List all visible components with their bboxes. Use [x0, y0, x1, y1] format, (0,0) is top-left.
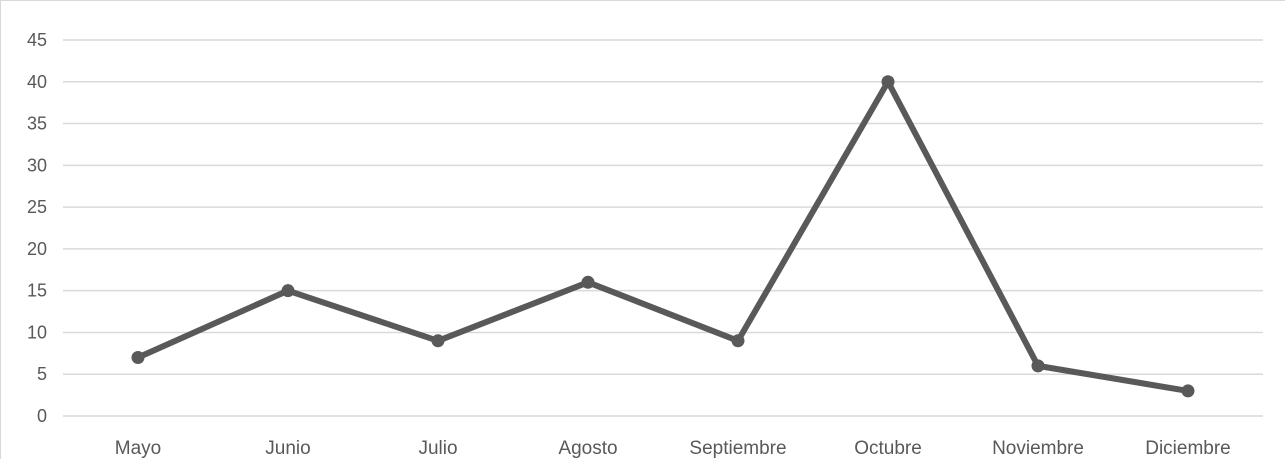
x-tick-label: Noviembre — [992, 438, 1084, 459]
data-point — [431, 334, 445, 348]
x-tick-label: Junio — [265, 438, 310, 459]
y-tick-label: 25 — [27, 197, 47, 217]
y-tick-label: 35 — [27, 114, 47, 134]
data-point — [281, 284, 295, 298]
x-tick-label: Julio — [418, 438, 457, 459]
x-tick-label: Agosto — [558, 438, 617, 459]
data-point — [1031, 359, 1045, 373]
y-axis-tick-labels: 0 5 10 15 20 25 30 35 40 45 — [27, 30, 47, 426]
data-point — [131, 351, 145, 365]
x-tick-label: Septiembre — [689, 438, 786, 459]
x-tick-label: Mayo — [115, 438, 161, 459]
y-tick-label: 45 — [27, 30, 47, 50]
y-tick-label: 10 — [27, 322, 47, 342]
gridlines — [63, 39, 1263, 417]
y-tick-label: 20 — [27, 239, 47, 259]
y-tick-label: 0 — [37, 406, 47, 426]
series-line — [135, 78, 1191, 394]
x-axis-tick-labels: Mayo Junio Julio Agosto Septiembre Octubre Nov… — [115, 438, 1231, 459]
y-tick-label: 5 — [37, 364, 47, 384]
data-point — [731, 334, 745, 348]
x-tick-label: Diciembre — [1145, 438, 1231, 459]
y-tick-label: 40 — [27, 72, 47, 92]
y-tick-label: 30 — [27, 155, 47, 175]
data-point — [581, 275, 595, 289]
data-point — [881, 75, 895, 89]
y-tick-label: 15 — [27, 281, 47, 301]
data-point — [1181, 384, 1195, 398]
x-tick-label: Octubre — [854, 438, 922, 459]
data-series — [131, 75, 1195, 398]
